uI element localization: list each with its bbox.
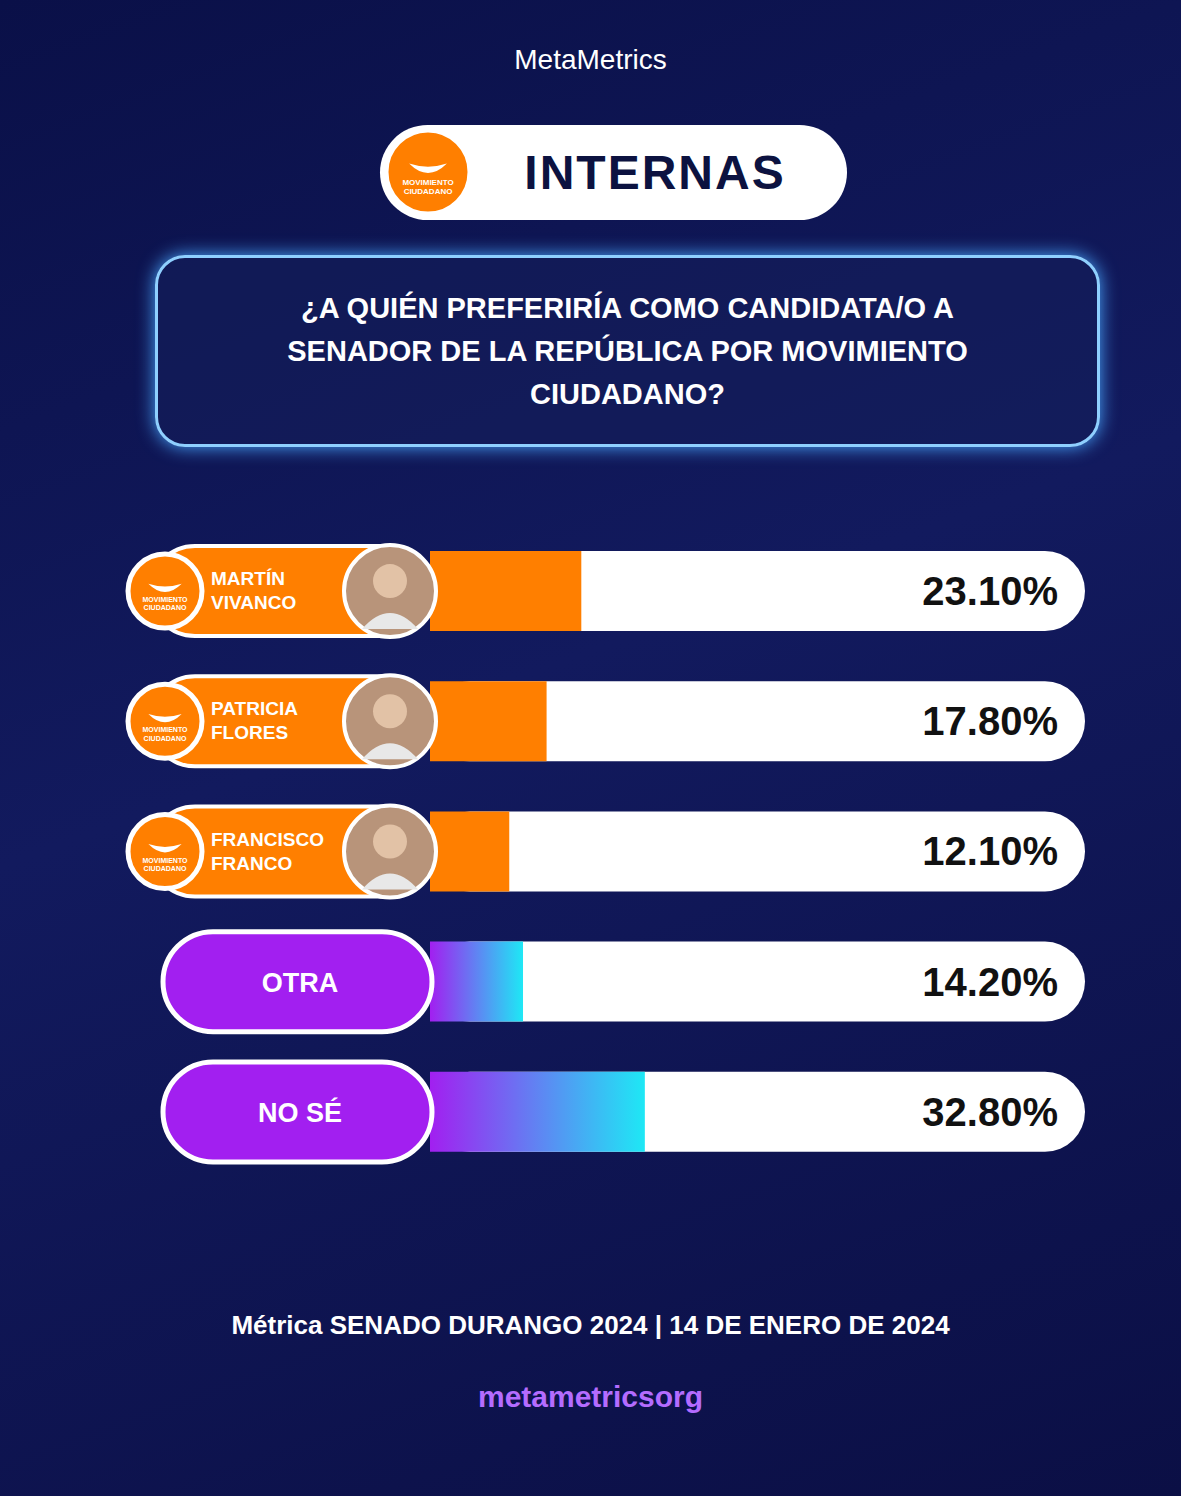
html-text:Métrica SENADO DURANGO 2024 |: Métrica SENADO DURANGO 2024 | 14 DE ENER…: [231, 1310, 950, 1340]
html-text:MetaMetrics: MetaMetrics: [514, 44, 667, 75]
svg-text:MOVIMIENTO: MOVIMIENTO: [402, 178, 453, 187]
svg-text:FLORES: FLORES: [211, 722, 288, 743]
svg-text:MOVIMIENTO: MOVIMIENTO: [142, 857, 188, 864]
svg-text:MOVIMIENTO: MOVIMIENTO: [142, 596, 188, 603]
html-text:metametricsorg: metametricsorg: [478, 1380, 703, 1413]
svg-text:VIVANCO: VIVANCO: [211, 592, 296, 613]
svg-text:NO SÉ: NO SÉ: [258, 1097, 342, 1128]
svg-text:CIUDADANO: CIUDADANO: [144, 865, 187, 872]
svg-text:14.20%: 14.20%: [922, 960, 1058, 1004]
html-text:¿A QUIÉN PREFERIRÍA COMO CANDI: ¿A QUIÉN PREFERIRÍA COMO CANDIDATA/O A S…: [287, 291, 968, 410]
svg-text:FRANCO: FRANCO: [211, 853, 292, 874]
svg-text:OTRA: OTRA: [262, 968, 339, 998]
svg-text:CIUDADANO: CIUDADANO: [144, 735, 187, 742]
svg-text:CIUDADANO: CIUDADANO: [404, 187, 453, 196]
svg-text:12.10%: 12.10%: [922, 829, 1058, 873]
svg-text:FRANCISCO: FRANCISCO: [211, 829, 324, 850]
svg-text:23.10%: 23.10%: [922, 569, 1058, 613]
html-text:INTERNAS: INTERNAS: [524, 146, 786, 199]
svg-text:17.80%: 17.80%: [922, 699, 1058, 743]
svg-text:MOVIMIENTO: MOVIMIENTO: [142, 726, 188, 733]
svg-text:32.80%: 32.80%: [922, 1090, 1058, 1134]
svg-text:PATRICIA: PATRICIA: [211, 698, 298, 719]
svg-text:CIUDADANO: CIUDADANO: [144, 604, 187, 611]
svg-text:MARTÍN: MARTÍN: [211, 568, 285, 589]
